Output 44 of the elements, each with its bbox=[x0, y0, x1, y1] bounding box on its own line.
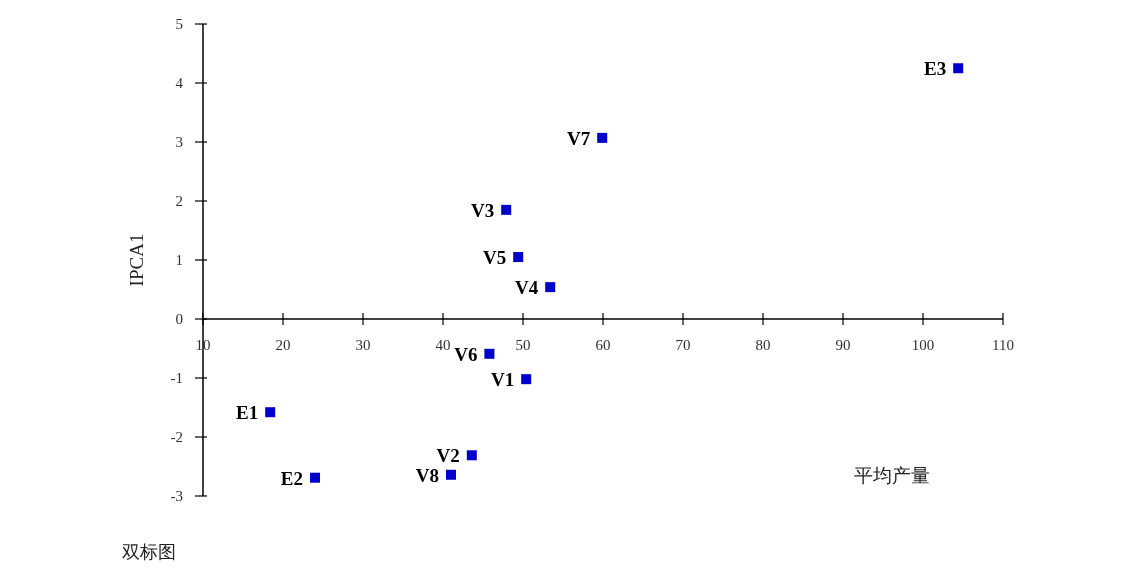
point bbox=[521, 374, 532, 385]
point bbox=[484, 348, 495, 359]
annotation: V4 bbox=[514, 277, 539, 299]
annotation: E2 bbox=[280, 467, 303, 489]
annotation: V6 bbox=[454, 343, 478, 365]
point bbox=[446, 469, 456, 480]
point bbox=[310, 472, 320, 483]
point bbox=[501, 204, 512, 215]
text: 双标图 bbox=[122, 542, 176, 562]
x-tick-label: 110 bbox=[992, 337, 1014, 353]
annotation: V3 bbox=[470, 199, 495, 221]
point bbox=[953, 63, 964, 74]
x-tick-label: 70 bbox=[675, 337, 691, 353]
point bbox=[513, 252, 524, 263]
x-axis-title: 平均产量 bbox=[854, 465, 930, 486]
x-tick-label: 40 bbox=[435, 337, 451, 353]
y-tick-label: 2 bbox=[175, 193, 183, 209]
y-tick-label: 4 bbox=[175, 75, 184, 91]
x-tick-label: 80 bbox=[755, 337, 771, 353]
y-tick-label: -2 bbox=[170, 429, 183, 445]
annotation: V7 bbox=[566, 127, 591, 149]
point bbox=[265, 407, 276, 418]
x-tick-label: 100 bbox=[911, 337, 935, 353]
y-tick-label: -1 bbox=[170, 370, 183, 386]
y-tick-label: 1 bbox=[175, 252, 183, 268]
annotation: V8 bbox=[415, 464, 439, 486]
annotation: E1 bbox=[236, 402, 259, 424]
annotation: E3 bbox=[924, 58, 947, 80]
point bbox=[466, 450, 477, 461]
x-tick-label: 90 bbox=[835, 337, 851, 353]
x-tick-label: 60 bbox=[595, 337, 611, 353]
x-tick-label: 20 bbox=[275, 337, 291, 353]
y-tick-label: 0 bbox=[175, 311, 183, 327]
x-tick-label: 30 bbox=[355, 337, 371, 353]
y-tick-label: 5 bbox=[175, 16, 183, 32]
annotation: V5 bbox=[482, 247, 507, 269]
y-tick-label: 3 bbox=[175, 134, 183, 150]
annotation: V1 bbox=[490, 369, 515, 391]
y-tick-label: -3 bbox=[170, 488, 183, 504]
y-axis-title: IPCA1 bbox=[126, 233, 147, 287]
x-tick-label: 50 bbox=[515, 337, 531, 353]
annotation: V2 bbox=[436, 445, 460, 467]
point bbox=[597, 132, 608, 143]
point bbox=[545, 282, 556, 293]
